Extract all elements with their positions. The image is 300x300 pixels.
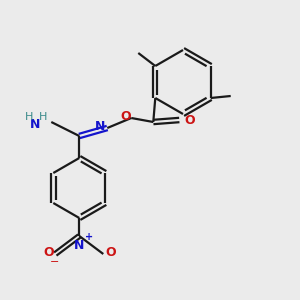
Text: O: O [105,247,116,260]
Text: O: O [120,110,130,124]
Text: N: N [95,121,106,134]
Text: N: N [30,118,40,130]
Text: −: − [50,257,59,267]
Text: N: N [74,239,85,252]
Text: O: O [43,247,54,260]
Text: +: + [85,232,93,242]
Text: H: H [25,112,34,122]
Text: O: O [184,113,195,127]
Text: H: H [39,112,47,122]
